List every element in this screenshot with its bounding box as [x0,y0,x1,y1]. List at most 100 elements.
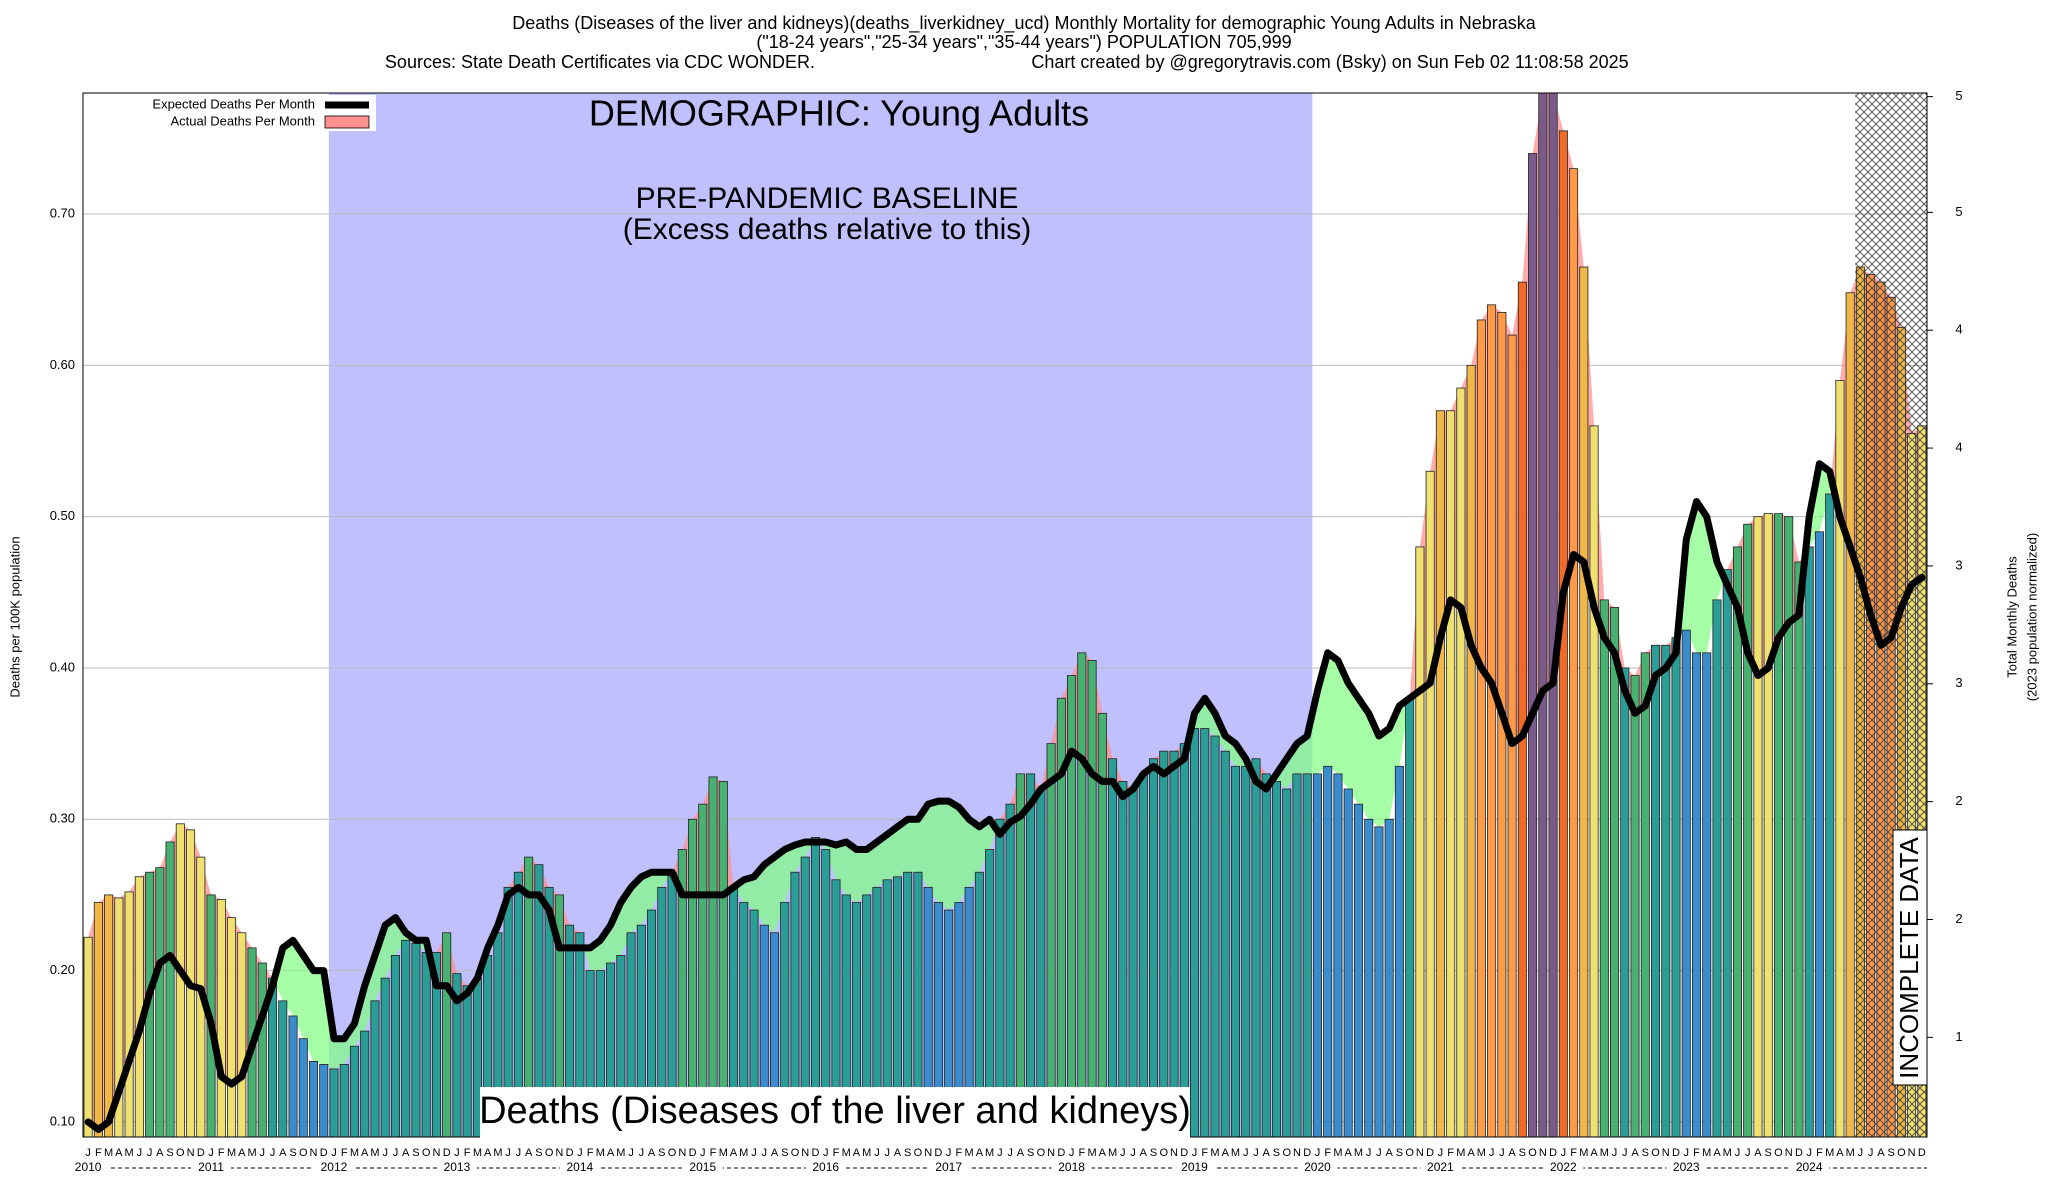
x-tick-label: O [791,1147,800,1159]
bar [1661,644,1671,1138]
x-tick-label: M [842,1147,851,1159]
cause-label: Deaths (Diseases of the liver and kidney… [479,1090,1191,1132]
x-tick-label: A [1385,1147,1393,1159]
year-label-bg [805,1161,846,1175]
bar [1814,531,1824,1138]
x-tick-label: J [884,1147,890,1159]
y-tick-label: 0.70 [50,205,75,220]
bar [1487,304,1497,1138]
x-tick-label: F [710,1147,717,1159]
bar [1312,773,1322,1138]
bar [1159,750,1169,1138]
bar [278,1000,288,1138]
x-tick-label: M [1108,1147,1117,1159]
x-tick-label: J [577,1147,583,1159]
x-tick-label: A [361,1147,369,1159]
bar [1087,659,1097,1138]
bar [1067,675,1077,1138]
year-label-bg [191,1161,232,1175]
x-tick-label: A [1017,1147,1025,1159]
credit: Chart created by @gregorytravis.com (Bsk… [1031,52,1628,72]
bar [1220,750,1230,1138]
bar [1230,765,1241,1138]
legend-label: Expected Deaths Per Month [152,96,315,111]
bar [1671,637,1681,1138]
bar [1630,675,1640,1138]
bar [1302,773,1312,1138]
bar [1712,599,1722,1138]
bar [1026,773,1036,1138]
bar [1538,92,1548,1138]
x-tick-label: O [299,1147,308,1159]
bar [237,932,247,1138]
bar [1015,773,1025,1138]
bar [1569,168,1579,1138]
year-label: 2015 [689,1160,716,1174]
x-tick-label: J [1130,1147,1136,1159]
x-tick-label: N [187,1147,195,1159]
bar [319,1063,329,1138]
bar [1753,516,1763,1138]
bar [1610,607,1620,1138]
bar [1825,493,1835,1138]
x-tick-label: S [1642,1147,1649,1159]
x-tick-label: F [1324,1147,1331,1159]
x-tick-label: A [976,1147,984,1159]
bar [1118,781,1128,1138]
x-tick-label: J [751,1147,757,1159]
bar [1681,629,1691,1138]
x-tick-label: S [535,1147,542,1159]
bar [134,876,144,1138]
x-tick-label: J [270,1147,276,1159]
x-tick-label: D [1672,1147,1680,1159]
x-tick-label: M [596,1147,605,1159]
x-tick-label: M [1456,1147,1465,1159]
bar [1292,773,1302,1138]
x-tick-label: O [1897,1147,1906,1159]
x-tick-label: F [464,1147,471,1159]
bar [1773,513,1783,1138]
x-tick-label: F [1570,1147,1577,1159]
x-tick-label: M [1825,1147,1834,1159]
x-tick-label: O [1037,1147,1046,1159]
x-tick-label: J [505,1147,511,1159]
bar [349,1045,360,1138]
bar [1128,788,1138,1138]
bar [1323,765,1333,1138]
x-tick-label: D [689,1147,697,1159]
x-tick-label: O [1774,1147,1783,1159]
year-label: 2018 [1058,1160,1085,1174]
x-tick-label: O [668,1147,677,1159]
bar [1476,319,1486,1138]
x-tick-label: O [1282,1147,1291,1159]
year-label: 2017 [935,1160,962,1174]
x-tick-label: M [1333,1147,1342,1159]
x-tick-label: J [1868,1147,1874,1159]
year-label: 2023 [1673,1160,1700,1174]
bar [216,899,226,1138]
x-tick-label: A [1754,1147,1762,1159]
year-label-bg [313,1161,354,1175]
bar [1415,546,1425,1138]
bar [1200,728,1210,1138]
year-label-bg [928,1161,969,1175]
y-tick-label: 0.50 [50,508,75,523]
x-tick-label: D [1180,1147,1188,1159]
x-tick-label: J [1120,1147,1126,1159]
x-tick-label: S [781,1147,788,1159]
bar [1517,281,1527,1138]
x-tick-label: A [1877,1147,1885,1159]
bar [1138,773,1148,1138]
x-tick-label: F [1816,1147,1823,1159]
cause-box [480,1087,1190,1139]
x-tick-label: N [1908,1147,1916,1159]
x-tick-label: J [639,1147,645,1159]
x-tick-label: N [310,1147,318,1159]
x-tick-label: F [1201,1147,1208,1159]
y2-tick-label: 3 [1955,675,1962,690]
x-tick-label: A [1713,1147,1721,1159]
x-tick-label: M [125,1147,134,1159]
bar [1651,644,1661,1138]
x-tick-label: A [525,1147,533,1159]
